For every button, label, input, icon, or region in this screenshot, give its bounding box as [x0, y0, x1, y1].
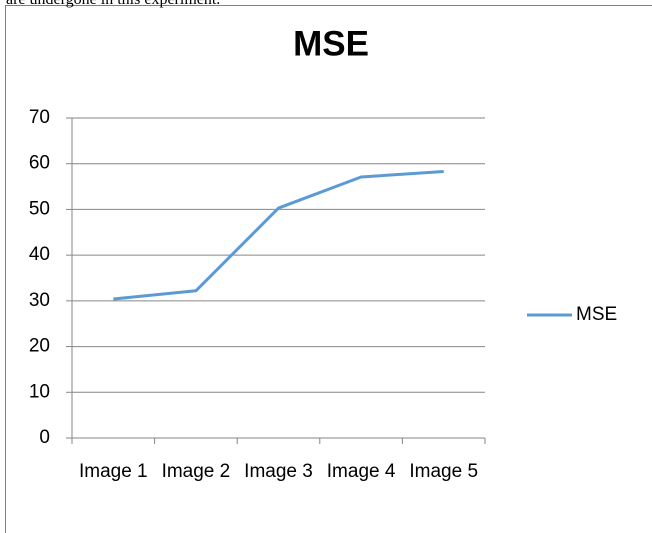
y-tick-label: 40: [29, 244, 50, 265]
x-tick-label: Image 3: [244, 461, 313, 482]
x-tick-label: Image 5: [409, 461, 479, 482]
y-tick-label: 60: [29, 153, 50, 174]
y-tick-label: 70: [29, 107, 50, 128]
data-line: [113, 169, 444, 301]
chart-title: MSE: [293, 24, 369, 63]
chart-border: [5, 5, 652, 533]
y-tick-label: 30: [29, 290, 50, 311]
legend-label: MSE: [576, 304, 617, 325]
x-tick-label: Image 1: [78, 461, 148, 482]
x-tick-label: Image 4: [326, 461, 396, 482]
page-text: are undergone in this experiment.: [6, 0, 220, 9]
y-tick-label: 50: [29, 198, 50, 219]
y-tick-label: 10: [29, 381, 50, 402]
y-tick-label: 0: [39, 427, 50, 448]
y-tick-label: 20: [29, 336, 50, 357]
x-tick-label: Image 2: [161, 461, 231, 482]
